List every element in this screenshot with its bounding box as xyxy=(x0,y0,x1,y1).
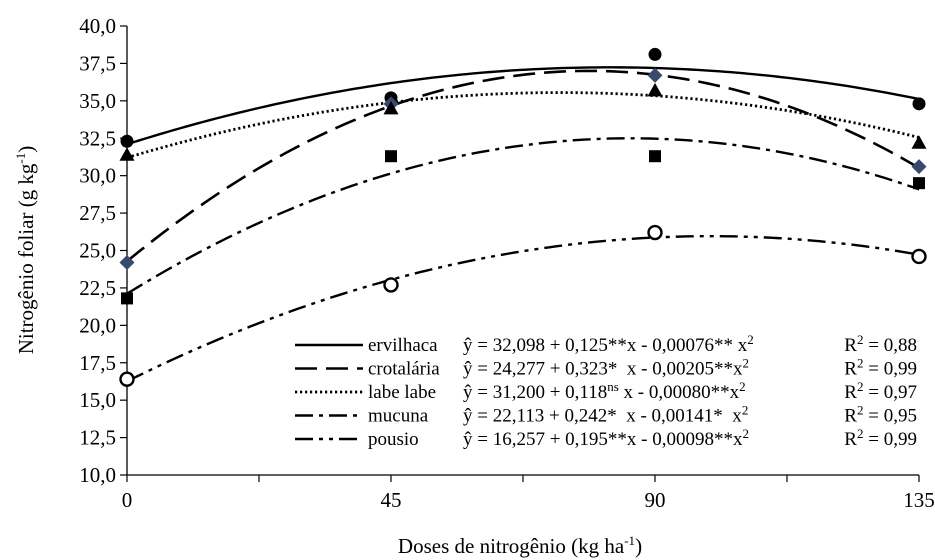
y-tick-label: 17,5 xyxy=(79,351,116,375)
x-tick-label: 90 xyxy=(645,488,666,512)
y-axis-title: Nitrogênio foliar (g kg-1) xyxy=(13,146,38,355)
x-axis-title: Doses de nitrogênio (kg ha-1) xyxy=(398,533,642,558)
x-axis-title-sup: -1 xyxy=(624,533,635,548)
x-tick-label: 0 xyxy=(122,488,133,512)
point-mucuna xyxy=(121,292,133,305)
legend-equation-part: x - 0,00080**x xyxy=(619,382,740,403)
legend-equation: ŷ = 24,277 + 0,323* x - 0,00205**x2 xyxy=(463,356,749,380)
fit-curves xyxy=(126,66,920,383)
legend-equation-exp: 2 xyxy=(747,332,754,347)
x-axis-title-main: Doses de nitrogênio (kg ha xyxy=(398,534,625,558)
legend-equation-part: ŷ = 32,098 + 0,125**x - 0,00076** x xyxy=(463,335,748,356)
legend-name: labe labe xyxy=(368,382,436,403)
legend-r2-label: R xyxy=(844,406,857,427)
point-labe-labe xyxy=(119,147,135,161)
point-pousio xyxy=(119,371,135,387)
fit-curve-mucuna xyxy=(126,137,920,295)
legend-equation-exp: 2 xyxy=(742,403,749,418)
point-labe-labe xyxy=(911,135,927,149)
x-axis-title-end: ) xyxy=(635,534,642,558)
legend-name: pousio xyxy=(368,429,419,450)
y-tick-label: 20,0 xyxy=(79,313,116,337)
point-pousio xyxy=(911,248,927,265)
fit-curve-pousio xyxy=(126,234,920,383)
point-ervilhaca xyxy=(120,134,134,148)
y-tick-label: 32,5 xyxy=(79,126,116,150)
legend-name: mucuna xyxy=(368,406,429,427)
legend-r2-value: = 0,95 xyxy=(863,406,916,427)
legend-r2-value: = 0,99 xyxy=(863,359,916,380)
legend-r2-exp: 2 xyxy=(857,379,864,394)
legend-equation-exp: 2 xyxy=(743,356,750,371)
legend-r2-label: R xyxy=(844,359,857,380)
y-tick-label: 25,0 xyxy=(79,239,116,263)
legend: ervilhaca ŷ = 32,098 + 0,125**x - 0,00076… xyxy=(295,332,917,450)
legend-name: ervilhaca xyxy=(368,335,438,356)
point-pousio xyxy=(383,277,399,293)
legend-equation: ŷ = 16,257 + 0,195**x - 0,00098**x2 xyxy=(463,426,749,450)
legend-r2: R2 = 0,97 xyxy=(844,379,917,403)
point-crotalária xyxy=(647,67,663,83)
point-mucuna xyxy=(385,150,397,163)
legend-r2-value: = 0,99 xyxy=(863,429,916,450)
fit-curve-labe-labe xyxy=(126,91,920,160)
legend-r2-exp: 2 xyxy=(857,426,864,441)
legend-equation-part: ŷ = 31,200 + 0,118 xyxy=(463,382,607,403)
y-tick-label: 30,0 xyxy=(79,164,116,188)
legend-r2-value: = 0,88 xyxy=(863,335,916,356)
y-tick-label: 12,5 xyxy=(79,426,116,450)
y-tick-label: 15,0 xyxy=(79,388,116,412)
y-tick-label: 40,0 xyxy=(79,14,116,38)
legend-equation: ŷ = 32,098 + 0,125**x - 0,00076** x2 xyxy=(463,332,754,356)
point-crotalária xyxy=(119,254,135,270)
legend-equation: ŷ = 31,200 + 0,118ns x - 0,00080**x2 xyxy=(463,379,746,403)
y-tick-label: 27,5 xyxy=(79,201,116,225)
legend-r2-label: R xyxy=(844,429,857,450)
data-points xyxy=(119,47,927,387)
legend-r2-label: R xyxy=(844,382,857,403)
axes: 10,0 12,5 15,0 17,5 20,0 22,5 25,0 27,5 30,0 32,5… xyxy=(79,14,935,512)
point-mucuna xyxy=(913,177,925,190)
fit-curve-ervilhaca xyxy=(126,66,920,146)
fit-curve-crotalária xyxy=(126,69,920,263)
legend-r2: R2 = 0,95 xyxy=(844,403,917,427)
legend-r2: R2 = 0,99 xyxy=(844,426,917,450)
point-mucuna xyxy=(649,150,661,163)
y-axis-title-end: ) xyxy=(14,146,38,153)
legend-r2-value: = 0,97 xyxy=(863,382,916,403)
legend-name: crotalária xyxy=(368,359,440,380)
legend-r2-exp: 2 xyxy=(857,332,864,347)
legend-equation: ŷ = 22,113 + 0,242* x - 0,00141* x2 xyxy=(463,403,748,427)
legend-equation-exp: 2 xyxy=(743,426,750,441)
x-tick-label: 45 xyxy=(381,488,402,512)
y-axis-title-sup: -1 xyxy=(13,153,28,164)
legend-r2: R2 = 0,99 xyxy=(844,356,917,380)
point-ervilhaca xyxy=(648,47,662,61)
y-tick-label: 22,5 xyxy=(79,276,116,300)
point-crotalária xyxy=(911,159,927,175)
point-labe-labe xyxy=(383,100,399,115)
x-tick-label: 135 xyxy=(903,488,935,512)
legend-equation-part: ŷ = 16,257 + 0,195**x - 0,00098**x xyxy=(463,429,743,450)
legend-r2-label: R xyxy=(844,335,857,356)
point-ervilhaca xyxy=(912,97,926,111)
point-labe-labe xyxy=(647,82,663,97)
legend-r2-exp: 2 xyxy=(857,403,864,418)
y-tick-label: 35,0 xyxy=(79,89,116,113)
y-tick-label: 37,5 xyxy=(79,51,116,75)
legend-equation-part: ŷ = 24,277 + 0,323* x - 0,00205**x xyxy=(463,359,743,380)
y-axis-title-main: Nitrogênio foliar (g kg xyxy=(14,163,38,354)
y-tick-label: 10,0 xyxy=(79,463,116,487)
legend-r2: R2 = 0,88 xyxy=(844,332,917,356)
legend-r2-exp: 2 xyxy=(857,356,864,371)
legend-equation-part: ŷ = 22,113 + 0,242* x - 0,00141* x xyxy=(463,406,742,427)
legend-equation-sup: ns xyxy=(607,379,619,394)
legend-equation-exp: 2 xyxy=(739,379,746,394)
point-pousio xyxy=(647,224,663,241)
